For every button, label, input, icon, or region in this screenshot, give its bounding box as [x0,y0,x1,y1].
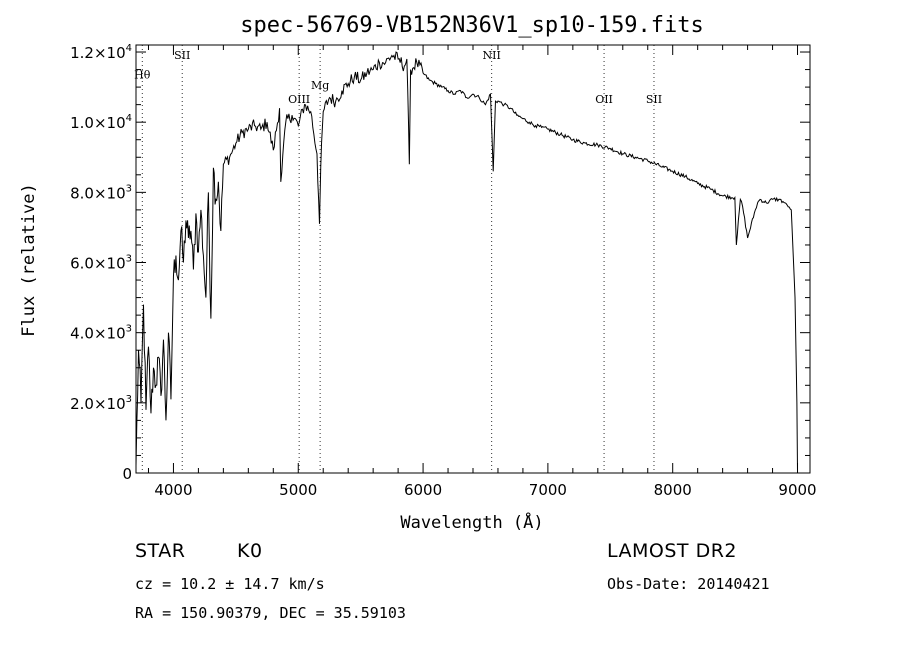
redshift-text: cz = 10.2 ± 14.7 km/s [135,575,325,593]
marker-label-0: Hθ [134,68,151,81]
object-class: STAR [135,540,186,562]
x-tick-label-0: 4000 [154,481,192,499]
y-tick-exponent-2: 3 [126,324,132,335]
x-axis: 4000 5000 6000 7000 8000 9000 [147,45,817,499]
y-tick-label-2: 4.0×103 [70,324,132,343]
y-tick-label-1: 2.0×103 [70,394,132,413]
marker-label-3: Mg [311,79,329,92]
x-tick-label-1: 5000 [279,481,317,499]
y-tick-label-6: 1.2×104 [70,43,132,62]
x-tick-label-5: 9000 [778,481,816,499]
series-line-0 [135,51,799,474]
y-tick-exponent-1: 3 [126,394,132,405]
y-tick-label-5: 1.0×104 [70,113,132,132]
y-tick-label-4: 8.0×103 [70,183,132,202]
marker-label-4: NII [483,49,501,62]
y-axis: 0 2.0×103 4.0×103 6.0×103 8.0×103 1.0×104 1.2×… [70,43,810,483]
y-tick-label-0: 0 [122,465,132,483]
x-tick-label-4: 8000 [654,481,692,499]
marker-label-2: OIII [288,93,310,106]
y-tick-exponent-3: 3 [126,254,132,265]
x-axis-label: Wavelength (Å) [400,511,543,533]
x-tick-label-3: 7000 [529,481,567,499]
marker-label-1: SII [174,49,190,62]
coordinates-text: RA = 150.90379, DEC = 35.59103 [135,604,406,622]
marker-label-5: OII [595,93,613,106]
marker-label-6: SII [646,93,662,106]
y-tick-label-3: 6.0×103 [70,254,132,273]
survey-name: LAMOST DR2 [607,540,737,562]
y-axis-label: Flux (relative) [19,183,39,337]
y-tick-exponent-5: 4 [126,113,132,124]
y-tick-exponent-4: 3 [126,183,132,194]
series-layer [135,51,799,474]
plot-frame [135,44,811,474]
x-tick-label-2: 6000 [404,481,442,499]
chart-title: spec-56769-VB152N36V1_sp10-159.fits [240,13,704,38]
obs-date-text: Obs-Date: 20140421 [607,575,770,593]
object-subclass: K0 [237,540,263,562]
y-tick-exponent-6: 4 [126,43,132,54]
